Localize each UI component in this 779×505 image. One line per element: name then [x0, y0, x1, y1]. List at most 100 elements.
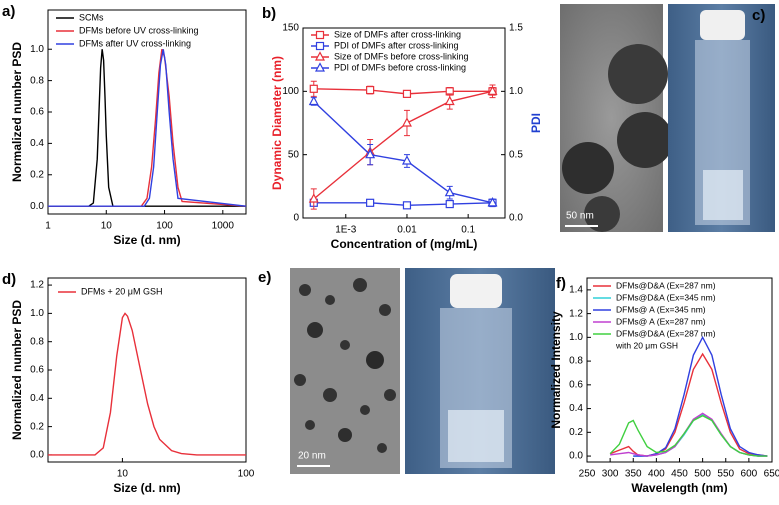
x-tick-label: 1E-3: [335, 225, 357, 236]
legend-label: DFMs@D&A (Ex=287 nm): [616, 280, 716, 290]
y2-tick-label: 0.5: [509, 149, 523, 160]
x-axis-title: Size (d. nm): [113, 481, 180, 495]
y-tick-label: 0.2: [569, 427, 583, 438]
panel-label: f): [556, 275, 566, 292]
marker: [487, 197, 498, 207]
legend-label: PDI of DMFs before cross-linking: [334, 62, 466, 72]
marker: [365, 148, 376, 159]
marker: [444, 186, 455, 197]
legend-label: DFMs after UV cross-linking: [79, 38, 191, 48]
x-tick-label: 650: [764, 469, 779, 480]
y-tick-label: 0.0: [30, 201, 44, 212]
marker: [401, 117, 412, 127]
y2-axis-title: PDI: [529, 113, 543, 133]
marker: [401, 155, 412, 165]
x-tick-label: 0.01: [397, 225, 417, 236]
x-tick-label: 350: [625, 469, 642, 480]
panel-label: d): [2, 271, 16, 288]
series-line: [633, 335, 768, 457]
tem-image-c: [560, 4, 673, 232]
vial-photo-c: [668, 4, 775, 232]
x-tick-label: 100: [238, 469, 255, 480]
y-tick-label: 0.4: [30, 138, 44, 149]
plot-frame: [586, 277, 773, 463]
marker: [315, 51, 325, 61]
marker: [315, 30, 325, 40]
legend-label: SCMs: [79, 12, 104, 22]
y-tick-label: 0.2: [30, 421, 44, 432]
x-tick-label: 10: [101, 221, 113, 232]
y-tick-label: 150: [282, 23, 299, 34]
marker: [308, 95, 319, 106]
y-tick-label: 0.0: [30, 450, 44, 461]
x-tick-label: 1: [45, 221, 51, 232]
y-tick-label: 0.6: [569, 379, 583, 390]
y-axis-title: Dynamic Diameter (nm): [270, 56, 284, 190]
legend-label: DFMs + 20 μM GSH: [81, 286, 162, 296]
series-line: [313, 90, 493, 200]
legend-label: DFMs@ A (Ex=287 nm): [616, 316, 706, 326]
x-tick-label: 250: [579, 469, 596, 480]
x-tick-label: 0.1: [461, 225, 475, 236]
legend-label: DFMs@ A (Ex=345 nm): [616, 304, 706, 314]
chart-panel: f) 250 300 350 400 450 500 550 600 650 0.0 0.2 0.4 0.…: [549, 275, 779, 495]
legend-label: DFMs@D&A (Ex=287 nm): [616, 328, 716, 338]
legend-label: DFMs@D&A (Ex=345 nm): [616, 292, 716, 302]
x-tick-label: 600: [741, 469, 758, 480]
x-tick-label: 450: [671, 469, 688, 480]
panel-label: e): [258, 269, 271, 286]
scale-bar-label: 50 nm: [566, 211, 594, 222]
y-tick-label: 0.4: [30, 393, 44, 404]
y2-tick-label: 1.0: [509, 86, 523, 97]
y-tick-label: 0.6: [30, 365, 44, 376]
series-line: [48, 49, 247, 207]
y2-tick-label: 0.0: [509, 213, 523, 224]
marker: [366, 198, 375, 207]
panel-label: b): [262, 5, 276, 22]
x-tick-label: 550: [717, 469, 734, 480]
panel-label: a): [2, 3, 15, 20]
marker: [402, 201, 412, 210]
y-tick-label: 1.4: [569, 285, 583, 296]
legend-label: with 20 μm GSH: [615, 340, 678, 350]
plot-frame: [47, 277, 247, 463]
x-axis-title: Wavelength (nm): [631, 481, 727, 495]
plot-frame: [302, 27, 506, 219]
panel-label: c): [752, 7, 765, 24]
series-line: [48, 49, 246, 207]
x-tick-label: 100: [156, 221, 173, 232]
chart-panel: d) 10 100 0.0 0.2 0.4 0.6 0.8 1.0 1.2 Size (d. nm)…: [2, 271, 255, 495]
marker: [308, 193, 319, 203]
vial-photo-e: [405, 268, 555, 474]
legend-label: Size of DMFs after cross-linking: [334, 29, 461, 39]
plot-frame: [47, 9, 247, 215]
marker: [445, 199, 454, 209]
x-tick-label: 500: [694, 469, 711, 480]
y-axis-title: Normalized number PSD: [10, 42, 24, 182]
x-tick-label: 1000: [212, 221, 235, 232]
y2-tick-label: 1.5: [509, 23, 523, 34]
scale-bar-label: 20 nm: [298, 451, 326, 462]
chart-panel: b) 1E-3 0.01 0.1 0 50 100 150 0.0 0.5 1.0 1.5 Concen…: [262, 5, 543, 251]
marker: [366, 85, 375, 95]
y-tick-label: 1.0: [569, 332, 583, 343]
marker: [309, 84, 318, 93]
y-tick-label: 0.4: [569, 403, 583, 414]
series-line: [609, 414, 768, 457]
y-tick-label: 1.2: [569, 308, 583, 319]
marker: [315, 41, 325, 51]
series-line: [313, 100, 493, 204]
series-line: [48, 49, 247, 207]
marker: [444, 95, 455, 106]
marker: [487, 85, 498, 95]
x-axis-title: Size (d. nm): [113, 233, 180, 247]
y-tick-label: 0.0: [569, 451, 583, 462]
y-tick-label: 0.8: [30, 75, 44, 86]
x-tick-label: 400: [648, 469, 665, 480]
x-tick-label: 10: [117, 469, 129, 480]
y-axis-title: Normalized Intensity: [549, 311, 563, 429]
y-tick-label: 1.0: [30, 44, 44, 55]
